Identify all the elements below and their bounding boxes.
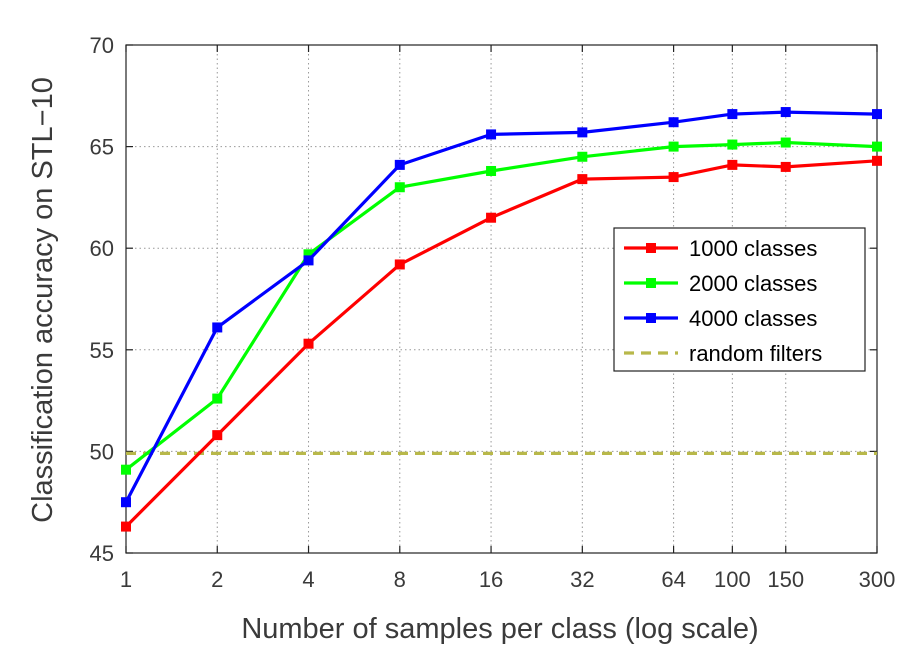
series-2000-classes [121, 137, 882, 475]
series-4000-classes [121, 107, 882, 508]
x-axis-title: Number of samples per class (log scale) [241, 613, 758, 645]
data-point-2000-classes [486, 165, 497, 176]
data-point-2000-classes [668, 141, 679, 152]
data-point-1000-classes [303, 338, 314, 349]
legend-entry-random-filters: random filters [624, 341, 822, 366]
x-tick-label: 64 [661, 567, 685, 592]
data-point-2000-classes [780, 137, 791, 148]
legend-label: 1000 classes [689, 236, 817, 261]
x-tick-label: 2 [211, 567, 223, 592]
legend: 1000 classes 2000 classes 4000 classes rand… [613, 227, 866, 372]
x-tick-label: 150 [767, 567, 804, 592]
data-point-2000-classes [727, 139, 738, 150]
x-tick-label: 4 [302, 567, 314, 592]
data-point-4000-classes [668, 117, 679, 128]
data-point-2000-classes [872, 141, 882, 152]
x-tick-label: 16 [479, 567, 503, 592]
series-line-4000-classes [124, 110, 878, 503]
data-point-1000-classes [872, 155, 882, 166]
series-1000-classes [121, 155, 882, 532]
data-point-1000-classes [394, 259, 405, 270]
x-tick-label: 32 [570, 567, 594, 592]
data-point-4000-classes [872, 109, 882, 120]
legend-entry-4000-classes: 4000 classes [624, 306, 817, 331]
y-tick-label: 50 [90, 439, 114, 464]
data-point-2000-classes [212, 393, 223, 404]
legend-label: random filters [689, 341, 822, 366]
data-point-1000-classes [668, 172, 679, 183]
data-point-4000-classes [577, 127, 588, 138]
legend-entry-2000-classes: 2000 classes [624, 271, 817, 296]
data-point-1000-classes [212, 430, 223, 441]
y-tick-label: 70 [90, 33, 114, 58]
x-tick-label: 100 [714, 567, 751, 592]
data-point-4000-classes [727, 109, 738, 120]
data-point-4000-classes [486, 129, 497, 140]
data-point-1000-classes [486, 212, 497, 223]
legend-label: 4000 classes [689, 306, 817, 331]
plot-frame [125, 44, 878, 554]
series-line-2000-classes [125, 140, 878, 471]
data-point-2000-classes [577, 151, 588, 162]
data-point-2000-classes [303, 249, 314, 260]
legend-swatch-marker [646, 243, 656, 253]
data-point-4000-classes [212, 322, 223, 333]
data-point-4000-classes [394, 159, 405, 170]
data-point-1000-classes [121, 521, 131, 532]
legend-swatch-marker [646, 313, 656, 323]
x-tick-label: 8 [394, 567, 406, 592]
data-point-1000-classes [577, 174, 588, 185]
data-point-4000-classes [303, 255, 314, 266]
legend-swatch-marker [646, 278, 656, 288]
legend-label: 2000 classes [689, 271, 817, 296]
data-point-4000-classes [121, 497, 131, 508]
x-tick-label: 1 [120, 567, 132, 592]
series-line-1000-classes [124, 159, 878, 528]
legend-entry-1000-classes: 1000 classes [624, 236, 817, 261]
data-point-2000-classes [394, 182, 405, 193]
y-tick-label: 65 [90, 135, 114, 160]
axis-ticks: 1 2 4 8 16 32 64 100 150 300 45 50 55 60 65 70 [90, 33, 896, 592]
data-point-1000-classes [780, 161, 791, 172]
x-tick-label: 300 [859, 567, 896, 592]
data-point-1000-classes [727, 159, 738, 170]
y-tick-label: 60 [90, 236, 114, 261]
data-point-2000-classes [121, 464, 131, 475]
y-tick-label: 45 [90, 541, 114, 566]
y-tick-label: 55 [90, 338, 114, 363]
data-point-4000-classes [780, 107, 791, 118]
series-layer [121, 107, 882, 532]
y-axis-title: Classification accuracy on STL−10 [27, 77, 59, 523]
